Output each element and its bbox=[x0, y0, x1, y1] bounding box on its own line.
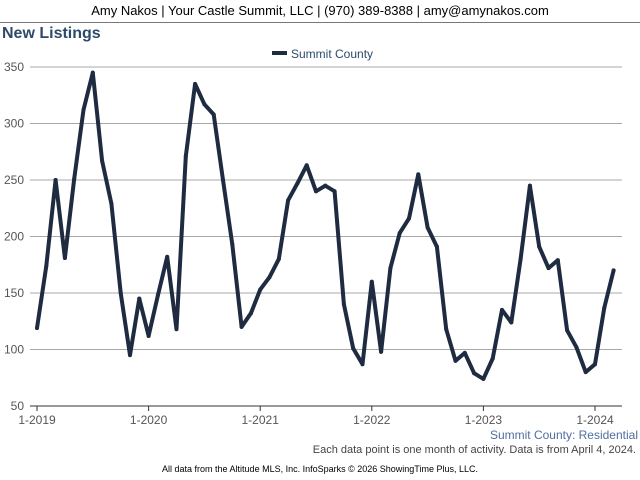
data-point bbox=[555, 258, 560, 263]
data-point bbox=[230, 242, 235, 247]
x-axis: 1-2019 1-2020 1-2021 1-2022 1-2023 1-2024 bbox=[18, 405, 622, 427]
data-point bbox=[109, 201, 114, 206]
data-point bbox=[258, 287, 263, 292]
data-point bbox=[137, 296, 142, 301]
data-point bbox=[416, 172, 421, 177]
data-point bbox=[174, 327, 179, 332]
data-point bbox=[509, 320, 514, 325]
data-point bbox=[583, 370, 588, 375]
data-point bbox=[351, 346, 356, 351]
y-tick-label: 100 bbox=[4, 343, 24, 357]
header-bar: Amy Nakos | Your Castle Summit, LLC | (9… bbox=[0, 0, 640, 23]
chart-title: New Listings bbox=[2, 25, 101, 42]
data-point bbox=[155, 293, 160, 298]
x-tick-label: 1-2020 bbox=[130, 413, 168, 427]
data-point bbox=[546, 266, 551, 271]
data-point bbox=[81, 107, 86, 112]
data-point bbox=[574, 345, 579, 350]
legend-label: Summit County bbox=[291, 47, 373, 61]
data-point bbox=[165, 254, 170, 259]
source-label: Summit County: Residential bbox=[489, 428, 638, 442]
data-point bbox=[481, 376, 486, 381]
data-note: Each data point is one month of activity… bbox=[312, 444, 636, 456]
data-point bbox=[360, 362, 365, 367]
series-line-summit-county bbox=[35, 70, 616, 381]
header-contact: Amy Nakos | Your Castle Summit, LLC | (9… bbox=[91, 3, 549, 18]
data-point bbox=[527, 183, 532, 188]
x-tick-label: 1-2019 bbox=[18, 413, 56, 427]
y-tick-label: 50 bbox=[11, 399, 25, 413]
data-point bbox=[397, 231, 402, 236]
data-point bbox=[118, 291, 123, 295]
data-point bbox=[295, 181, 300, 186]
data-point bbox=[239, 324, 244, 329]
x-tick-label: 1-2022 bbox=[353, 413, 391, 427]
y-tick-label: 150 bbox=[4, 286, 24, 300]
data-point bbox=[62, 255, 67, 260]
data-point bbox=[211, 112, 216, 117]
data-point bbox=[379, 349, 384, 354]
data-point bbox=[146, 333, 151, 338]
series-group bbox=[35, 70, 616, 381]
data-point bbox=[248, 311, 253, 316]
data-point bbox=[369, 279, 374, 284]
chart-legend: Summit County bbox=[272, 47, 373, 61]
data-point bbox=[444, 327, 449, 332]
data-point bbox=[332, 189, 337, 194]
data-point bbox=[472, 371, 477, 376]
data-point bbox=[490, 356, 495, 361]
data-point bbox=[286, 198, 291, 203]
data-point bbox=[434, 244, 439, 249]
data-point bbox=[35, 326, 39, 331]
data-point bbox=[53, 178, 58, 182]
data-point bbox=[314, 189, 318, 194]
data-point bbox=[72, 176, 77, 181]
data-point bbox=[267, 275, 272, 280]
data-point bbox=[611, 268, 616, 273]
x-tick-label: 1-2024 bbox=[576, 413, 614, 427]
data-point bbox=[44, 263, 49, 268]
data-point bbox=[183, 154, 188, 159]
data-point bbox=[425, 225, 430, 230]
y-tick-label: 250 bbox=[4, 173, 24, 187]
data-point bbox=[500, 307, 504, 312]
data-point bbox=[537, 244, 542, 249]
data-point bbox=[128, 353, 132, 358]
data-point bbox=[602, 305, 607, 310]
data-point bbox=[221, 178, 225, 182]
data-point bbox=[90, 70, 95, 75]
x-tick-label: 1-2023 bbox=[465, 413, 503, 427]
data-point bbox=[193, 81, 198, 86]
data-point bbox=[388, 266, 393, 271]
data-point bbox=[518, 257, 523, 262]
data-point bbox=[100, 158, 105, 163]
data-point bbox=[407, 216, 411, 221]
data-point bbox=[323, 183, 328, 188]
y-tick-label: 200 bbox=[4, 230, 24, 244]
bottom-credit: All data from the Altitude MLS, Inc. Inf… bbox=[162, 464, 478, 474]
y-tick-label: 350 bbox=[4, 60, 24, 74]
data-point bbox=[593, 362, 597, 367]
data-point bbox=[304, 163, 309, 168]
data-point bbox=[565, 328, 570, 333]
y-tick-label: 300 bbox=[4, 117, 24, 131]
data-point bbox=[462, 350, 467, 355]
data-point bbox=[202, 102, 207, 107]
x-tick-label: 1-2021 bbox=[242, 413, 280, 427]
data-point bbox=[341, 302, 346, 307]
y-axis-ticks: 50 100 150 200 250 300 350 bbox=[4, 60, 24, 413]
data-point bbox=[276, 257, 281, 262]
data-point bbox=[453, 358, 458, 363]
